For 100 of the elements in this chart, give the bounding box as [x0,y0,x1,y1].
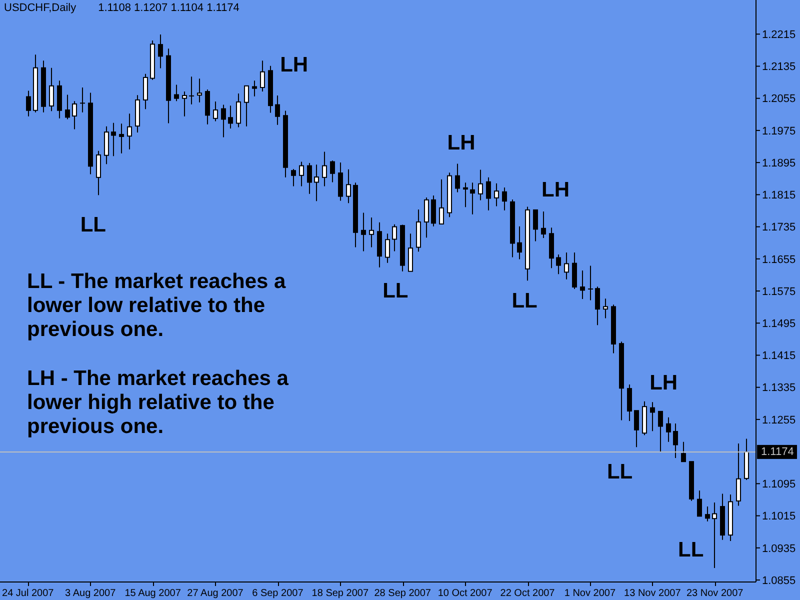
candlestick [96,150,101,196]
y-tick-label: 1.1735 [762,222,796,234]
candlestick [392,224,397,252]
y-tick-label: 1.1335 [762,382,796,394]
candlestick [275,95,280,126]
candlestick [80,87,86,113]
candlestick [712,502,717,568]
x-tick-label: 15 Aug 2007 [124,588,182,599]
ref-line-label: 1.1174 [761,446,794,458]
annotation: LH - The market reaches a lower high relative to the previous one. [27,367,290,439]
candlestick [517,226,522,260]
candlestick [463,182,468,208]
y-tick-label: 1.1095 [762,478,796,491]
candlestick [439,178,444,224]
annotation: LL [512,290,538,312]
candlestick [455,163,460,193]
candlestick [244,84,249,127]
candlestick [213,101,218,122]
candlestick [502,186,507,211]
candlestick [666,416,671,442]
candlestick [431,194,436,227]
candlestick [541,211,546,239]
candlestick [260,60,265,92]
candlestick [424,196,429,238]
candlestick [188,76,194,105]
y-tick-label: 1.2135 [762,61,796,74]
y-tick-label: 1.2055 [762,93,796,106]
candlestick [221,104,226,138]
candlestick [205,89,210,125]
candlestick [197,78,202,103]
candlestick [634,410,639,448]
chart-subtitle: 1.1108 1.1207 1.1104 1.1174 [98,2,240,14]
candlestick [697,490,702,517]
candlestick [658,410,663,452]
candlestick [494,182,499,207]
annotation: LL [678,538,704,562]
candlestick [627,384,632,422]
candlestick [228,105,233,129]
annotation: LH [447,132,476,154]
candlestick [236,93,241,128]
annotation: LH [650,372,678,394]
x-tick-label: 3 Aug 2007 [65,588,116,599]
annotation: LL [382,280,408,302]
candlestick [580,270,585,300]
candlestick [650,402,655,432]
candlestick [673,422,678,458]
candlestick [49,67,54,112]
candlestick [174,84,179,102]
x-tick-label: 24 Jul 2007 [2,588,54,599]
annotation: LH [280,54,308,76]
annotation: LL [606,460,633,484]
y-tick-label: 1.1015 [762,510,796,523]
x-tick-label: 1 Nov 2007 [564,588,616,599]
candlestick [291,168,296,187]
candlestick [572,252,577,290]
candlestick [119,123,124,154]
y-tick-label: 1.0855 [762,574,796,587]
candlestick [681,441,686,462]
candlestick [588,265,594,301]
candlestick [143,73,148,110]
y-tick-label: 1.1575 [762,286,796,298]
y-tick-label: 1.1815 [762,190,796,202]
candlestick [127,113,132,150]
candlestick [104,126,109,165]
candlestick [564,252,569,280]
candlestick [65,94,70,120]
x-tick-label: 28 Sep 2007 [374,588,432,599]
y-tick-label: 1.1495 [762,318,796,330]
candlestick [299,161,304,187]
y-tick-label: 1.0935 [762,542,796,555]
y-tick-label: 1.2215 [762,29,796,42]
candlestick [533,209,538,242]
candlestick [385,233,390,264]
candlestick [72,100,77,130]
x-tick-label: 6 Sep 2007 [252,588,304,599]
candlestick [111,122,116,157]
candlestick [26,90,31,117]
x-tick-label: 27 Aug 2007 [187,588,244,599]
y-tick-label: 1.1895 [762,157,796,170]
candlestick [736,443,741,506]
y-tick-label: 1.1655 [762,254,796,266]
candlestick [361,212,366,252]
x-tick-label: 13 Nov 2007 [624,588,682,599]
candlestick [346,168,351,204]
annotation: LL - The market reaches a lower low relative to the previous one. [27,270,287,342]
candlestick [705,506,710,522]
candlestick [252,80,257,97]
x-tick-label: 23 Nov 2007 [686,588,744,599]
candlestick [158,34,163,69]
candlestick [182,91,187,117]
y-tick-label: 1.1415 [762,350,796,362]
candlestick [595,286,600,326]
x-tick-label: 22 Oct 2007 [500,588,556,599]
candlestick [330,160,335,183]
candlestick [486,176,491,211]
candlestick [369,217,374,248]
chart-title: USDCHF,Daily [4,2,76,14]
candlestick [307,162,312,194]
candlestick [408,233,413,272]
x-tick-label: 18 Sep 2007 [312,588,369,599]
